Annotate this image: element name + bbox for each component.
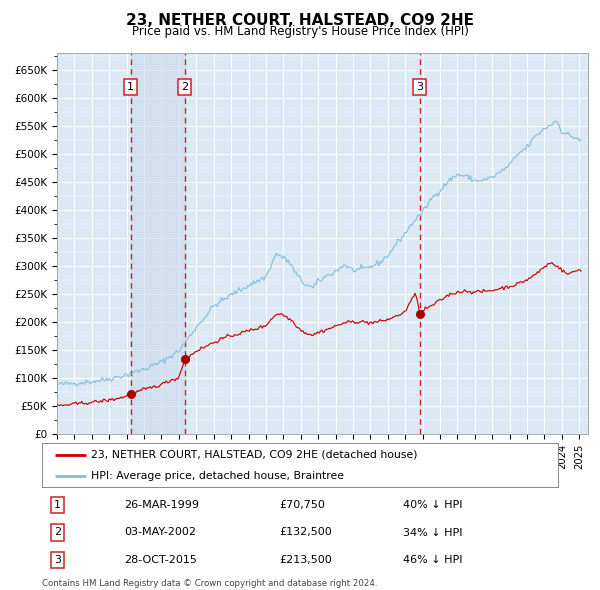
Text: Price paid vs. HM Land Registry's House Price Index (HPI): Price paid vs. HM Land Registry's House … <box>131 25 469 38</box>
Text: 23, NETHER COURT, HALSTEAD, CO9 2HE: 23, NETHER COURT, HALSTEAD, CO9 2HE <box>126 13 474 28</box>
Text: £132,500: £132,500 <box>280 527 332 537</box>
Text: 40% ↓ HPI: 40% ↓ HPI <box>403 500 463 510</box>
Text: 34% ↓ HPI: 34% ↓ HPI <box>403 527 463 537</box>
Text: HPI: Average price, detached house, Braintree: HPI: Average price, detached house, Brai… <box>91 471 344 481</box>
Bar <box>131 53 185 434</box>
Text: 03-MAY-2002: 03-MAY-2002 <box>125 527 197 537</box>
Text: Contains HM Land Registry data © Crown copyright and database right 2024.
This d: Contains HM Land Registry data © Crown c… <box>42 579 377 590</box>
Text: 2: 2 <box>54 527 61 537</box>
Text: 3: 3 <box>416 81 423 91</box>
Text: 2: 2 <box>181 81 188 91</box>
Text: 3: 3 <box>54 555 61 565</box>
Text: 28-OCT-2015: 28-OCT-2015 <box>125 555 197 565</box>
Text: 1: 1 <box>54 500 61 510</box>
Text: 23, NETHER COURT, HALSTEAD, CO9 2HE (detached house): 23, NETHER COURT, HALSTEAD, CO9 2HE (det… <box>91 450 418 460</box>
Text: 46% ↓ HPI: 46% ↓ HPI <box>403 555 463 565</box>
Text: £213,500: £213,500 <box>280 555 332 565</box>
Text: £70,750: £70,750 <box>280 500 325 510</box>
Text: 26-MAR-1999: 26-MAR-1999 <box>125 500 200 510</box>
Text: 1: 1 <box>127 81 134 91</box>
